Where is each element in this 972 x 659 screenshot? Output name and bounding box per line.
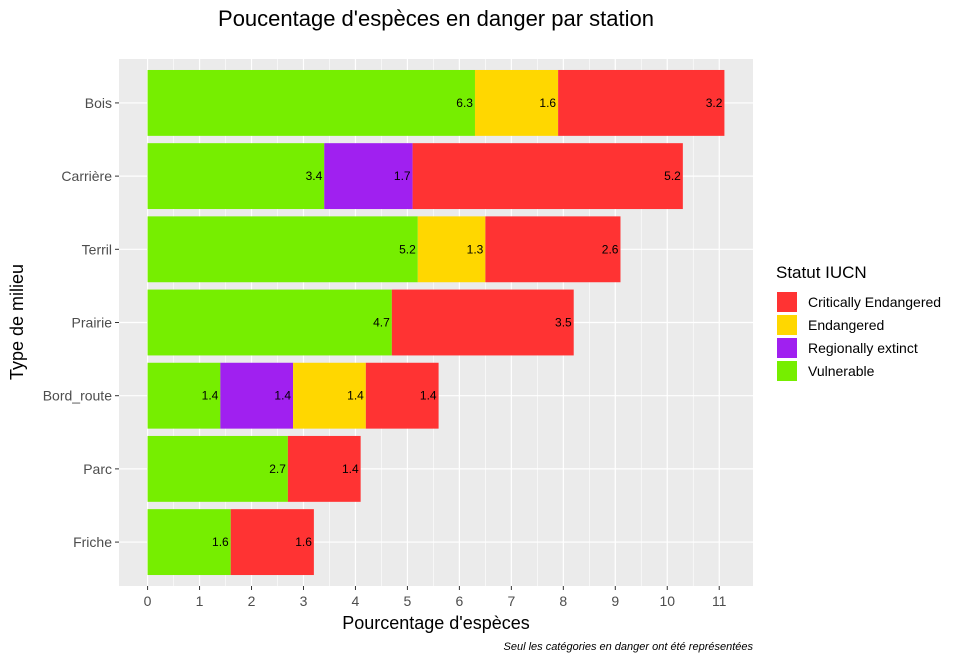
x-tick-label: 3 — [300, 593, 308, 609]
bar-terril-critically-endangered — [485, 216, 621, 283]
legend-swatch — [777, 292, 797, 312]
bar-friche-critically-endangered — [230, 509, 314, 576]
bar-bord_route-endangered — [293, 362, 366, 429]
data-label: 5.2 — [399, 242, 416, 256]
data-label: 5.2 — [664, 169, 681, 183]
y-tick-label: Bord_route — [43, 388, 112, 404]
data-label: 1.4 — [420, 389, 437, 403]
x-tick-label: 7 — [507, 593, 515, 609]
data-label: 6.3 — [456, 96, 473, 110]
data-label: 1.4 — [347, 389, 364, 403]
x-tick-label: 10 — [659, 593, 675, 609]
x-axis-title: Pourcentage d'espèces — [342, 613, 530, 633]
data-label: 2.7 — [269, 462, 286, 476]
data-label: 1.4 — [202, 389, 219, 403]
bar-bord_route-vulnerable — [147, 362, 221, 429]
bar-terril-vulnerable — [147, 216, 418, 283]
y-axis: Bois Carrière Terril Prairie Bord_route Parc F… — [43, 95, 119, 550]
x-tick-label: 1 — [196, 593, 204, 609]
legend-label: Regionally extinct — [808, 340, 918, 356]
x-tick-label: 2 — [248, 593, 256, 609]
legend: Statut IUCN Critically Endangered Endange… — [776, 263, 941, 381]
bar-bord_route-critically-endangered — [365, 362, 439, 429]
data-label: 1.4 — [342, 462, 359, 476]
x-tick-label: 11 — [712, 593, 727, 609]
y-tick-label: Bois — [85, 95, 112, 111]
legend-swatch — [777, 361, 797, 381]
bar-carrière-critically-endangered — [412, 143, 683, 210]
legend-swatch — [777, 338, 797, 358]
x-tick-label: 9 — [611, 593, 619, 609]
chart-title: Poucentage d'espèces en danger par stati… — [218, 6, 654, 31]
bar-prairie-vulnerable — [147, 289, 392, 356]
legend-swatch — [777, 315, 797, 335]
bar-terril-endangered — [417, 216, 486, 283]
data-labels: 6.3 1.6 3.2 3.4 1.7 5.2 5.2 1.3 2.6 4.7 3.5 1.4 1.4 1… — [202, 96, 723, 549]
data-label: 1.6 — [295, 535, 312, 549]
bar-parc-critically-endangered — [287, 435, 361, 502]
x-tick-label: 4 — [352, 593, 360, 609]
bar-friche-vulnerable — [147, 509, 231, 576]
x-tick-label: 0 — [144, 593, 152, 609]
bar-carrière-regionally-extinct — [324, 143, 413, 210]
data-label: 2.6 — [602, 242, 619, 256]
data-label: 3.2 — [706, 96, 723, 110]
chart-caption: Seul les catégories en danger ont été re… — [504, 641, 754, 653]
x-tick-label: 5 — [404, 593, 412, 609]
bars — [147, 69, 725, 576]
data-label: 1.3 — [467, 242, 484, 256]
y-tick-label: Friche — [73, 534, 112, 550]
bar-bois-critically-endangered — [558, 69, 725, 136]
bar-carrière-vulnerable — [147, 143, 325, 210]
legend-title: Statut IUCN — [776, 263, 867, 282]
legend-label: Critically Endangered — [808, 294, 941, 310]
x-axis: 0 1 2 3 4 5 6 7 8 9 10 11 — [144, 586, 727, 609]
bar-bord_route-regionally-extinct — [220, 362, 294, 429]
bar-bois-endangered — [474, 69, 559, 136]
legend-label: Endangered — [808, 317, 884, 333]
data-label: 1.6 — [212, 535, 229, 549]
data-label: 1.7 — [394, 169, 411, 183]
bar-bois-vulnerable — [147, 69, 475, 136]
data-label: 3.4 — [306, 169, 323, 183]
bar-prairie-critically-endangered — [391, 289, 574, 356]
data-label: 1.4 — [274, 389, 291, 403]
x-tick-label: 6 — [455, 593, 463, 609]
data-label: 4.7 — [373, 316, 390, 330]
y-tick-label: Carrière — [61, 168, 112, 184]
y-tick-label: Prairie — [72, 315, 113, 331]
y-tick-label: Terril — [82, 241, 112, 257]
legend-label: Vulnerable — [808, 363, 875, 379]
data-label: 3.5 — [555, 316, 572, 330]
y-axis-title: Type de milieu — [7, 264, 27, 380]
x-tick-label: 8 — [559, 593, 567, 609]
y-tick-label: Parc — [83, 461, 112, 477]
bar-parc-vulnerable — [147, 435, 288, 502]
data-label: 1.6 — [539, 96, 556, 110]
